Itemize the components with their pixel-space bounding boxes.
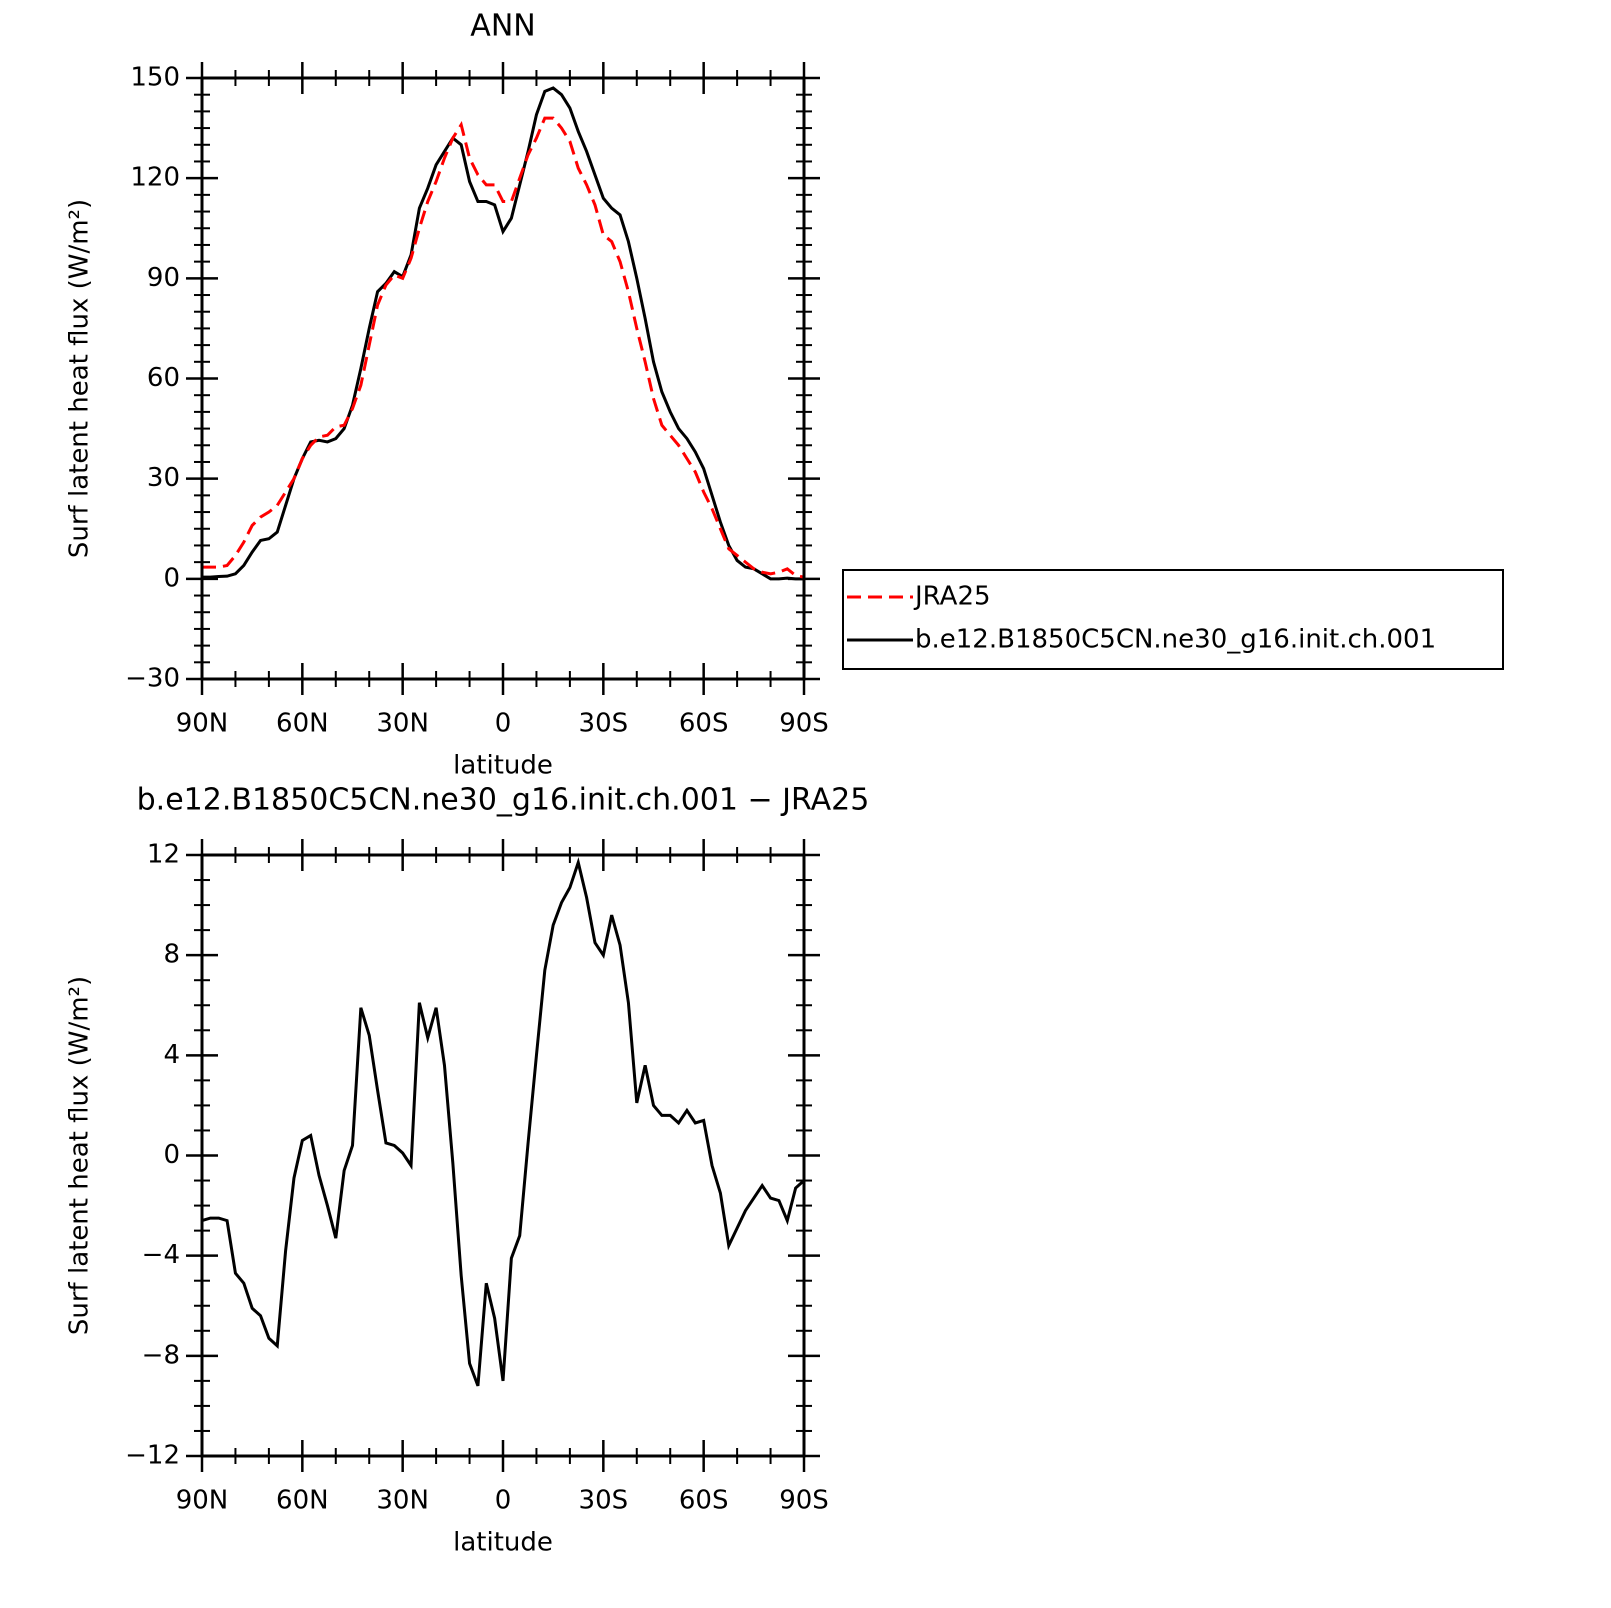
legend-label: b.e12.B1850C5CN.ne30_g16.init.ch.001 (915, 625, 1436, 655)
x-axis-label: latitude (453, 751, 553, 781)
y-axis-label: Surf latent heat flux (W/m²) (65, 199, 95, 558)
x-tick-label: 90N (176, 1486, 229, 1516)
x-tick-label: 90N (176, 709, 229, 739)
x-axis-label: latitude (453, 1528, 553, 1558)
x-tick-label: 30S (579, 709, 629, 739)
y-tick-label: −4 (142, 1240, 180, 1270)
x-tick-label: 60N (276, 709, 329, 739)
plot-frame (200, 76, 806, 681)
x-tick-label: 30N (376, 709, 429, 739)
legend-label: JRA25 (913, 582, 991, 612)
chart-title: ANN (470, 9, 535, 44)
y-tick-label: 4 (163, 1040, 180, 1070)
y-tick-label: 8 (163, 940, 180, 970)
y-tick-label: 12 (147, 840, 180, 870)
data-line (202, 86, 804, 581)
x-tick-label: 60S (679, 1486, 729, 1516)
x-tick-label: 0 (495, 709, 512, 739)
x-tick-label: 30S (579, 1486, 629, 1516)
data-line (202, 116, 805, 579)
data-line (201, 857, 806, 1387)
x-tick-label: 60N (276, 1486, 329, 1516)
x-tick-label: 60S (679, 709, 729, 739)
y-tick-label: 150 (130, 63, 180, 93)
plot-frame (200, 853, 806, 1458)
y-tick-label: −30 (125, 664, 180, 694)
y-tick-label: 90 (147, 263, 180, 293)
x-tick-label: 90S (779, 1486, 829, 1516)
chart-title: b.e12.B1850C5CN.ne30_g16.init.ch.001 − J… (137, 783, 870, 818)
y-tick-label: −8 (142, 1340, 180, 1370)
x-tick-label: 30N (376, 1486, 429, 1516)
x-tick-label: 90S (779, 709, 829, 739)
legend-box (842, 569, 1504, 670)
y-tick-label: 0 (163, 1140, 180, 1170)
y-tick-label: 0 (163, 563, 180, 593)
x-tick-label: 0 (495, 1486, 512, 1516)
y-tick-label: 60 (147, 363, 180, 393)
y-tick-label: 120 (130, 163, 180, 193)
y-tick-label: 30 (147, 463, 180, 493)
y-tick-label: −12 (125, 1441, 180, 1471)
y-axis-label: Surf latent heat flux (W/m²) (65, 976, 95, 1335)
